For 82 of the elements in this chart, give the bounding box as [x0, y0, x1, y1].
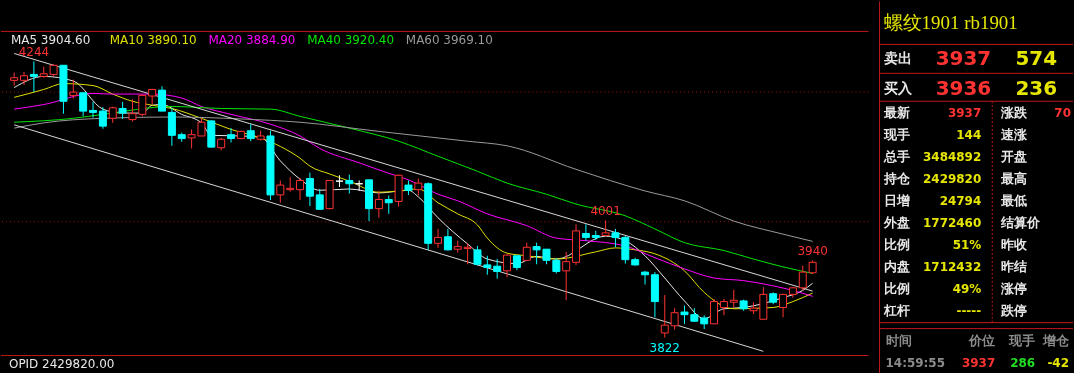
text: 现手 [1008, 332, 1036, 348]
text: 卖出 [883, 50, 912, 67]
text: 价位 [968, 332, 996, 348]
text: 1772460 [923, 215, 982, 230]
text: 跌停 [1000, 302, 1028, 318]
candlestick [276, 179, 285, 204]
text: 最新 [882, 105, 910, 121]
text: 49% [952, 281, 982, 296]
text: 3937 [961, 355, 996, 370]
annotation: 3822 [649, 340, 680, 355]
text: MA20 3884.90 [208, 33, 296, 48]
text: 3484892 [923, 150, 982, 165]
text: 开盘 [1000, 149, 1028, 165]
candlestick [503, 253, 512, 278]
text: 昨收 [1001, 236, 1029, 252]
candlestick [562, 251, 571, 301]
text: -42 [1047, 355, 1070, 370]
candlestick [20, 71, 29, 86]
candlestick [710, 298, 719, 325]
annotation: 4001 [590, 204, 621, 219]
text: 速涨 [1001, 127, 1029, 143]
text: 286 [1010, 355, 1036, 370]
text: 51% [952, 237, 982, 252]
text: 24794 [939, 193, 982, 208]
candlestick [158, 85, 167, 112]
text: 比例 [883, 280, 910, 296]
candlestick [315, 188, 324, 211]
candlestick [89, 101, 98, 119]
candlestick [345, 174, 354, 195]
candlestick [374, 190, 383, 219]
candlestick [296, 177, 305, 201]
candlestick [493, 258, 502, 280]
text: 最低 [1000, 192, 1028, 208]
text: 1712432 [923, 259, 982, 274]
candlestick [384, 195, 393, 215]
text: 日增 [883, 192, 910, 208]
text: 总手 [882, 149, 910, 165]
text: 比例 [883, 236, 910, 252]
annotation: 3940 [797, 244, 828, 259]
candlestick [167, 107, 176, 147]
text: MA5 3904.60 [10, 33, 91, 48]
text: 时间 [885, 332, 912, 348]
text: OPID 2429820.00 [8, 357, 115, 372]
text: ----- [956, 303, 982, 318]
text: 最高 [1000, 171, 1028, 187]
candlestick [305, 172, 314, 207]
text: 3937 [935, 46, 992, 71]
text: 涨跌 [1000, 105, 1029, 121]
text: 螺纹1901 rb1901 [883, 12, 1018, 34]
text: 236 [1015, 76, 1058, 101]
candlestick [79, 92, 88, 117]
candlestick [227, 127, 236, 144]
text: 增仓 [1042, 332, 1071, 348]
text: 涨停 [1000, 280, 1028, 296]
text: MA40 3920.40 [307, 33, 395, 48]
candlestick [98, 106, 107, 130]
text: 144 [956, 128, 982, 143]
text: 持仓 [882, 171, 911, 187]
candlestick [29, 60, 38, 93]
text: 3936 [935, 76, 992, 101]
annotation: 4244 [18, 45, 50, 60]
text: 14:59:55 [885, 355, 945, 370]
candlestick [443, 228, 452, 252]
text: 昨结 [1001, 258, 1028, 274]
text: 买入 [883, 80, 913, 97]
text: 外盘 [882, 214, 910, 230]
text: 内盘 [883, 258, 910, 274]
text: 2429820 [923, 172, 982, 187]
text: 现手 [882, 127, 910, 143]
candlestick [69, 79, 78, 100]
candlestick [286, 176, 295, 193]
text: MA10 3890.10 [109, 33, 197, 48]
text: 杠杆 [882, 302, 910, 318]
candlestick [581, 223, 590, 242]
text: 3937 [947, 106, 982, 121]
text: 结算价 [1000, 214, 1042, 230]
text: 574 [1015, 46, 1058, 71]
text: MA60 3969.10 [405, 33, 493, 48]
candlestick [434, 228, 443, 249]
candlestick [719, 298, 728, 316]
text: 70 [1054, 106, 1072, 121]
candlestick [641, 270, 650, 286]
